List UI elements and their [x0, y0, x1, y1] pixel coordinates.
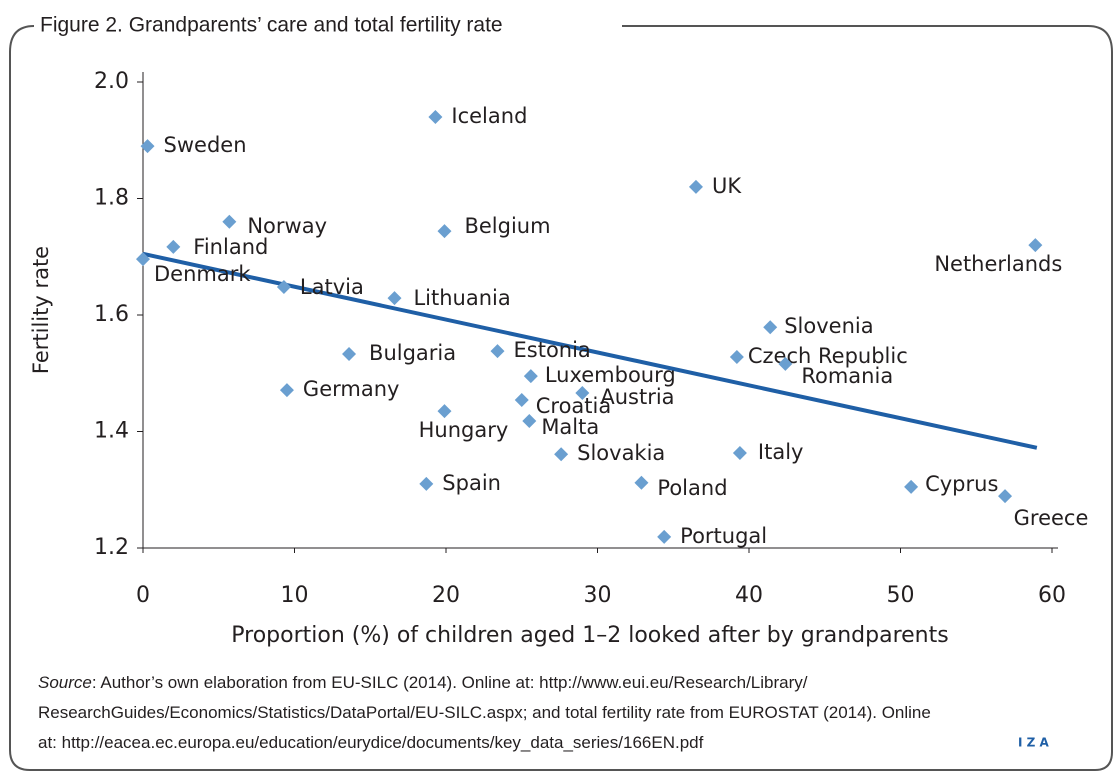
x-axis-label: Proportion (%) of children aged 1–2 look… — [231, 623, 948, 648]
source-label: Source — [38, 673, 92, 692]
point-label: Poland — [657, 476, 727, 500]
point-label: Denmark — [154, 262, 251, 286]
point-label: Belgium — [464, 214, 550, 238]
point-label: Greece — [1014, 506, 1089, 530]
point — [998, 489, 1013, 504]
y-tick-label: 1.2 — [94, 535, 129, 560]
point-label: Malta — [541, 415, 599, 439]
source-line: at: http://eacea.ec.europa.eu/education/… — [38, 733, 704, 752]
chart-title: Figure 2. Grandparents’ care and total f… — [40, 14, 503, 37]
x-tick-label: 10 — [281, 583, 309, 608]
point-label: Lithuania — [413, 286, 510, 310]
point — [342, 347, 357, 362]
point-label: Luxembourg — [545, 363, 676, 387]
x-tick-label: 60 — [1038, 583, 1066, 608]
point — [279, 383, 294, 398]
point — [136, 252, 150, 267]
source-text: : Author’s own elaboration from EU-SILC … — [91, 673, 808, 692]
source-note: Source: Author’s own elaboration from EU… — [38, 668, 931, 758]
point-label: Austria — [600, 385, 674, 409]
point-label: Cyprus — [925, 472, 998, 496]
point-label: UK — [712, 174, 742, 198]
point-label: Croatia — [536, 394, 612, 418]
x-tick-label: 20 — [432, 583, 460, 608]
point — [729, 349, 744, 364]
point — [140, 139, 155, 154]
point-label: Latvia — [300, 275, 364, 299]
point — [657, 529, 672, 544]
y-axis-label: Fertility rate — [29, 246, 53, 374]
point-label: Slovenia — [784, 314, 873, 338]
point — [437, 404, 452, 419]
y-tick-label: 1.4 — [94, 419, 129, 444]
point — [688, 179, 703, 194]
point — [419, 476, 434, 491]
point-label: Hungary — [419, 418, 509, 442]
point — [276, 280, 291, 295]
y-tick-label: 1.6 — [94, 302, 129, 327]
point — [778, 356, 793, 371]
point-label: Romania — [801, 364, 893, 388]
point — [166, 239, 181, 254]
point-label: Spain — [442, 471, 501, 495]
point — [523, 369, 538, 384]
point-label: Sweden — [164, 133, 247, 157]
point — [763, 320, 778, 335]
point — [1028, 238, 1043, 253]
point — [634, 475, 649, 490]
trendline — [142, 251, 1038, 450]
point — [222, 214, 237, 229]
point — [522, 414, 537, 429]
point-label: Italy — [758, 440, 804, 464]
x-tick-label: 30 — [584, 583, 612, 608]
point — [428, 109, 443, 124]
point-label: Iceland — [451, 104, 527, 128]
point-label: Norway — [247, 214, 327, 238]
point-label: Estonia — [514, 338, 591, 362]
frame — [9, 25, 1113, 771]
source-line: ResearchGuides/Economics/Statistics/Data… — [38, 703, 931, 722]
y-tick-label: 1.8 — [94, 186, 129, 211]
point-label: Czech Republic — [748, 344, 908, 368]
point — [732, 446, 747, 461]
point — [554, 447, 569, 462]
logo: I Z A — [1018, 736, 1050, 750]
point — [437, 224, 452, 239]
x-tick-label: 0 — [136, 583, 150, 608]
point-label: Bulgaria — [369, 341, 456, 365]
point-label: Netherlands — [934, 252, 1062, 276]
point — [514, 393, 529, 408]
point — [904, 479, 919, 494]
point — [387, 291, 402, 306]
point-label: Slovakia — [577, 441, 665, 465]
point-label: Portugal — [680, 524, 767, 548]
x-tick-label: 50 — [887, 583, 915, 608]
y-tick-label: 2.0 — [94, 69, 129, 94]
point — [575, 386, 590, 401]
source-line: Source: Author’s own elaboration from EU… — [38, 668, 931, 698]
point-label: Germany — [303, 377, 400, 401]
point-label: Finland — [193, 235, 268, 259]
x-tick-label: 40 — [735, 583, 763, 608]
point — [490, 344, 505, 359]
